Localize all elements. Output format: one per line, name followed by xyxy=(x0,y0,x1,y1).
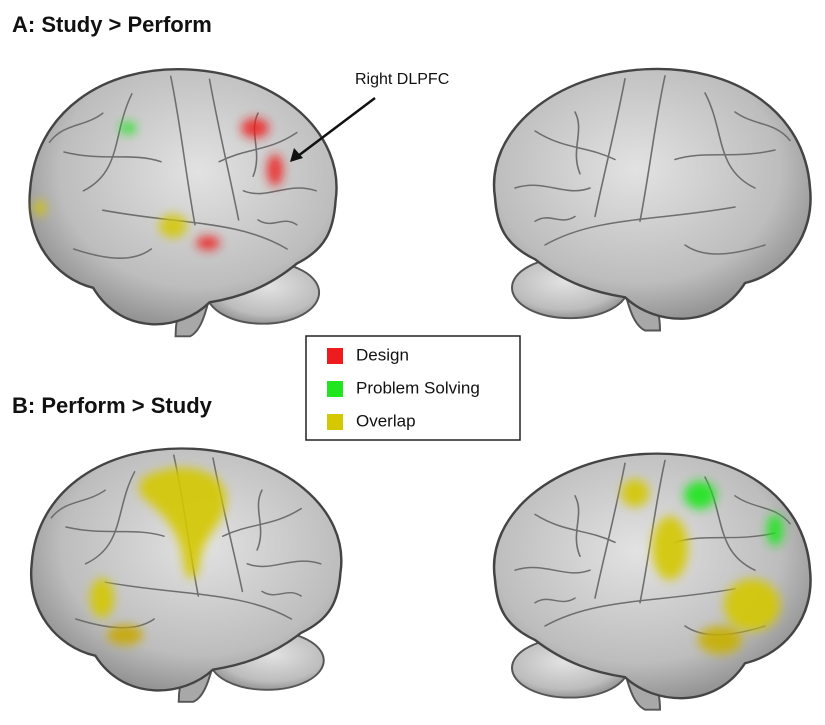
legend-label: Problem Solving xyxy=(356,378,480,397)
brain-a-right xyxy=(494,69,810,331)
legend-swatch xyxy=(327,348,343,364)
legend-swatch xyxy=(327,381,343,397)
brain-a-left xyxy=(30,69,337,336)
legend-label: Overlap xyxy=(356,411,416,430)
legend-label: Design xyxy=(356,345,409,364)
panel-title: B: Perform > Study xyxy=(12,393,213,418)
figure: A: Study > Perform B: Perform > Study xyxy=(0,0,825,725)
brain-b-right xyxy=(494,454,810,710)
brain-b-left xyxy=(31,448,341,701)
annotation: Right DLPFC xyxy=(355,71,449,88)
legend: Design Problem Solving Overlap xyxy=(306,336,520,440)
legend-swatch xyxy=(327,414,343,430)
panel-title: A: Study > Perform xyxy=(12,12,212,37)
